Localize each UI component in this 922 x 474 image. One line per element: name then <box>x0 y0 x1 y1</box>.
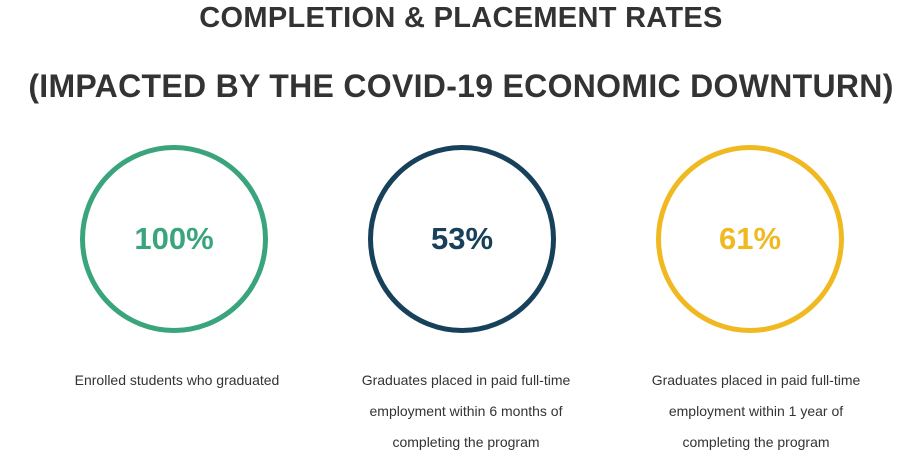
page-subtitle: (IMPACTED BY THE COVID-19 ECONOMIC DOWNT… <box>28 68 894 104</box>
placement-6-months-ring: 53% <box>368 145 556 333</box>
placement-1-year-caption: Graduates placed in paid full-time emplo… <box>651 372 861 450</box>
placement-1-year-ring: 61% <box>656 145 844 333</box>
page-title: COMPLETION & PLACEMENT RATES <box>199 2 723 34</box>
placement-6-months-caption: Graduates placed in paid full-time emplo… <box>361 372 571 450</box>
placement-1-year-value: 61% <box>718 221 782 256</box>
completion-rate-value: 100% <box>134 221 214 256</box>
placement-6-months-value: 53% <box>430 221 494 256</box>
completion-rate-ring: 100% <box>80 145 268 333</box>
completion-rate-caption: Enrolled students who graduated <box>74 372 280 388</box>
